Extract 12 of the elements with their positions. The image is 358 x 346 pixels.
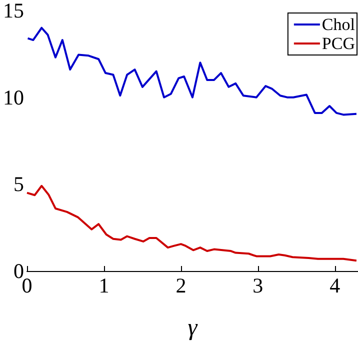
- line-series: [26, 184, 358, 262]
- x-tick-label: 4: [330, 274, 341, 298]
- x-tick-label: 2: [176, 274, 186, 298]
- legend-label: Chol: [322, 15, 356, 34]
- y-tick-label: 15: [3, 0, 24, 22]
- y-tick-label: 0: [14, 259, 24, 283]
- x-tick-label: 3: [252, 274, 264, 298]
- x-axis-title: γ: [188, 315, 198, 341]
- x-tick-label: 1: [98, 274, 110, 298]
- y-tick-label: 10: [3, 85, 24, 110]
- legend-label: PCG: [322, 34, 356, 53]
- y-tick-label: 5: [14, 172, 24, 196]
